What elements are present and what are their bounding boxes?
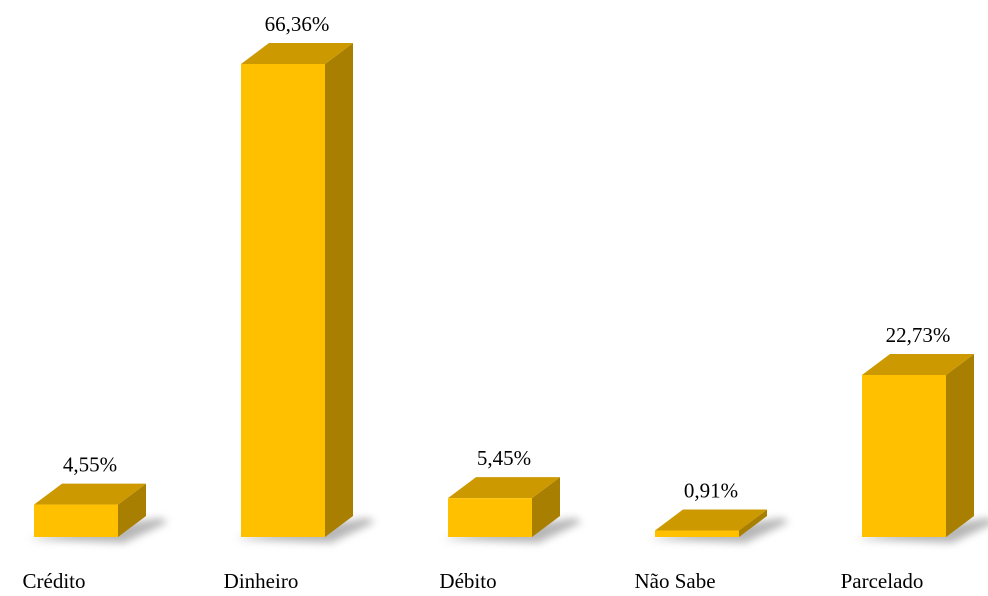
value-label: 4,55% [63, 452, 117, 476]
bar-side [325, 43, 353, 537]
bar [862, 374, 946, 537]
value-label: 66,36% [265, 12, 330, 36]
bar-top [241, 43, 353, 64]
bar-top [655, 509, 767, 531]
bar [241, 64, 325, 537]
bar-top [862, 353, 974, 375]
value-label: 0,91% [684, 478, 738, 502]
bar-side [739, 509, 767, 537]
x-tick-label: Não Sabe [634, 569, 715, 593]
bar-top [448, 477, 560, 499]
bar-side [946, 353, 974, 537]
x-tick-label: Débito [439, 569, 496, 593]
x-tick-label: Dinheiro [224, 569, 299, 593]
bar [655, 530, 739, 537]
bar-top [34, 483, 146, 505]
x-tick-label: Crédito [23, 569, 86, 593]
bar-side [532, 477, 560, 537]
value-label: 5,45% [477, 446, 531, 470]
x-tick-label: Parcelado [841, 569, 924, 593]
value-label: 22,73% [886, 323, 951, 347]
bar [34, 504, 118, 537]
bar-side [118, 483, 146, 537]
bar [448, 498, 532, 537]
